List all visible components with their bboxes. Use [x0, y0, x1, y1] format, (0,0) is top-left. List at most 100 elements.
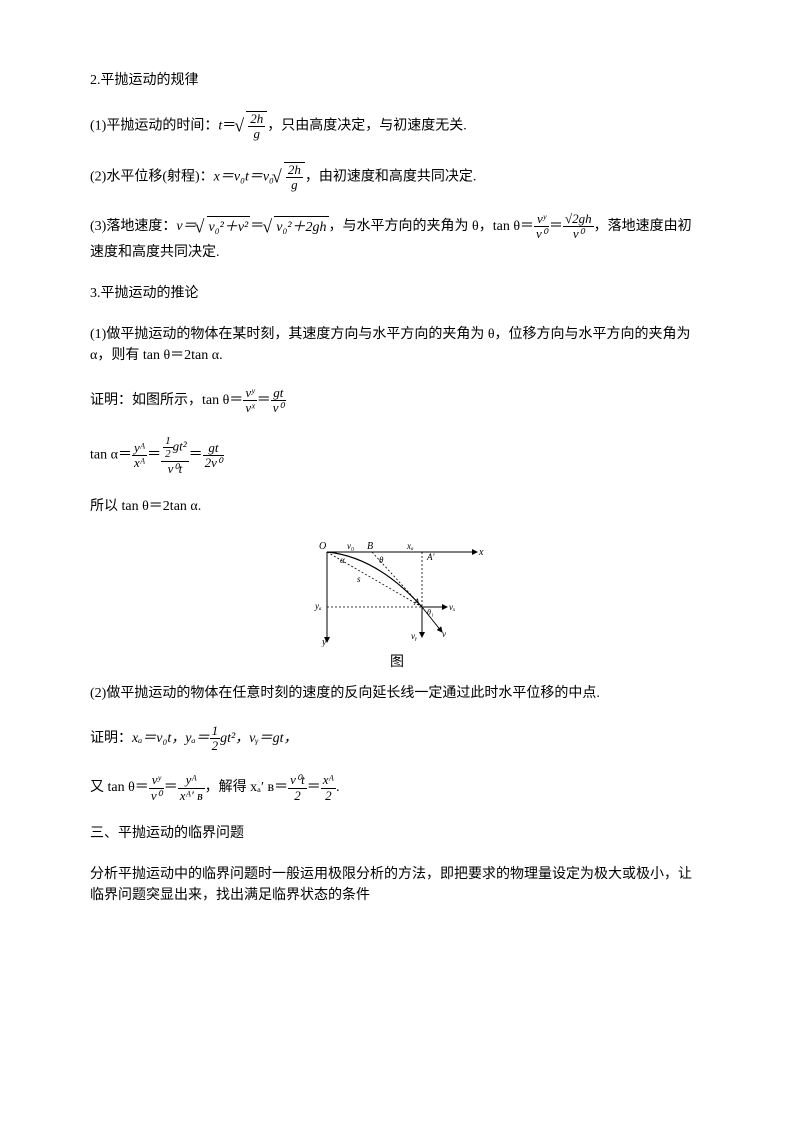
text: ，只由高度决定，与初速度无关. — [267, 119, 467, 134]
svg-text:y: y — [321, 637, 327, 647]
eq: ＝ — [549, 219, 563, 234]
figure: O v₀ B xₐ x A′ α θ s yₐ A θ₁ vₓ vᵧ v y 图 — [90, 537, 704, 673]
proof-2: tan α＝yᴬxᴬ＝12gt²v⁰t＝gt2v⁰ — [90, 435, 704, 475]
n: 1 — [163, 435, 173, 448]
rest: gt² — [173, 439, 187, 454]
item-3-1: (1)做平抛运动的物体在某时刻，其速度方向与水平方向的夹角为 θ，位移方向与水平… — [90, 324, 704, 366]
proof-3: 所以 tan θ＝2tan α. — [90, 496, 704, 517]
frac1: vʸv⁰ — [534, 212, 549, 242]
text: 又 tan θ＝ — [90, 780, 149, 795]
text: (1)平抛运动的时间： — [90, 119, 218, 134]
eq: x＝v₀t＝v₀ — [214, 169, 274, 184]
svg-text:yₐ: yₐ — [314, 601, 322, 611]
text: . — [336, 780, 340, 795]
text: ，与水平方向的夹角为 θ，tan θ＝ — [329, 219, 535, 234]
svg-text:θ₁: θ₁ — [427, 608, 434, 617]
svg-text:α: α — [340, 555, 345, 565]
sqrt: 2hg — [236, 111, 267, 142]
frac2: 12gt² v⁰t — [161, 435, 189, 475]
svg-text:O: O — [319, 541, 326, 552]
num: gt — [271, 386, 286, 401]
frac3: v⁰t2 — [288, 773, 307, 803]
num: v⁰t — [288, 773, 307, 788]
den: 2 — [321, 789, 336, 803]
svg-text:s: s — [357, 574, 361, 584]
figure-label: 图 — [390, 655, 404, 670]
item-2-1: (1)平抛运动的时间：t＝2hg，只由高度决定，与初速度无关. — [90, 111, 704, 142]
den: xᴬ′ ʙ — [178, 789, 205, 803]
svg-text:A: A — [413, 597, 420, 607]
sqrt2: v₀²＋2gh — [264, 216, 328, 238]
text: 证明： — [90, 731, 132, 746]
text: (2)水平位移(射程)： — [90, 169, 214, 184]
rad: v₀²＋2gh — [274, 216, 328, 238]
den: xᴬ — [132, 456, 147, 470]
item-3-2: (2)做平抛运动的物体在任意时刻的速度的反向延长线一定通过此时水平位移的中点. — [90, 683, 704, 704]
den: 2 — [288, 789, 307, 803]
text: 证明：如图所示，tan θ＝ — [90, 393, 243, 408]
num: vʸ — [534, 212, 549, 227]
svg-text:vₓ: vₓ — [449, 602, 456, 612]
den: v⁰t — [161, 462, 189, 476]
d: 2 — [163, 448, 173, 460]
frac: 12 — [210, 724, 221, 754]
section-4-body: 分析平抛运动中的临界问题时一般运用极限分析的方法，即把要求的物理量设定为极大或极… — [90, 864, 704, 906]
frac1: vʸvˣ — [243, 386, 256, 416]
svg-text:x: x — [478, 547, 484, 558]
eq: gt²，vᵧ＝gt， — [220, 731, 297, 746]
den: v⁰ — [271, 401, 286, 415]
proof-1: 证明：如图所示，tan θ＝vʸvˣ＝gtv⁰ — [90, 386, 704, 416]
svg-text:v: v — [442, 629, 446, 639]
num: yᴬ — [178, 773, 205, 788]
eq: xₐ＝v₀t，yₐ＝ — [132, 731, 210, 746]
frac2: yᴬxᴬ′ ʙ — [178, 773, 205, 803]
num: √2gh — [563, 212, 594, 227]
eq: ＝ — [147, 448, 161, 463]
item-2-2: (2)水平位移(射程)：x＝v₀t＝v₀2hg，由初速度和高度共同决定. — [90, 162, 704, 193]
trajectory-diagram: O v₀ B xₐ x A′ α θ s yₐ A θ₁ vₓ vᵧ v y — [307, 537, 487, 647]
svg-text:A′: A′ — [426, 552, 435, 562]
den: v⁰ — [149, 789, 164, 803]
num: gt — [203, 441, 224, 456]
num: vʸ — [243, 386, 256, 401]
num: 2h — [248, 112, 265, 127]
frac1: vʸv⁰ — [149, 773, 164, 803]
eq: ＝ — [257, 393, 271, 408]
num: yᴬ — [132, 441, 147, 456]
rad: v₀²＋v² — [207, 216, 251, 238]
num: 1 — [210, 724, 221, 739]
frac4: xᴬ2 — [321, 773, 336, 803]
text: tan α＝ — [90, 448, 132, 463]
den: 2 — [210, 739, 221, 753]
den: v⁰ — [534, 227, 549, 241]
den: g — [248, 127, 265, 141]
proof-4: 证明：xₐ＝v₀t，yₐ＝12gt²，vᵧ＝gt， — [90, 724, 704, 754]
eq: ＝ — [189, 448, 203, 463]
svg-text:v₀: v₀ — [347, 541, 354, 551]
item-2-3: (3)落地速度：v＝ v₀²＋v² ＝ v₀²＋2gh，与水平方向的夹角为 θ，tan… — [90, 212, 704, 263]
den: v⁰ — [563, 227, 594, 241]
den: 2v⁰ — [203, 456, 224, 470]
section-2-title: 2.平抛运动的规律 — [90, 70, 704, 91]
num: 2h — [286, 163, 303, 178]
num: xᴬ — [321, 773, 336, 788]
text: ，由初速度和高度共同决定. — [305, 169, 477, 184]
num: vʸ — [149, 773, 164, 788]
svg-text:B: B — [367, 541, 373, 552]
frac2: gtv⁰ — [271, 386, 286, 416]
text: ，解得 xₐ′ ʙ＝ — [205, 780, 289, 795]
den: vˣ — [243, 401, 256, 415]
text: (3)落地速度： — [90, 219, 176, 234]
sqrt: 2hg — [274, 162, 305, 193]
frac2: √2ghv⁰ — [563, 212, 594, 242]
frac1: yᴬxᴬ — [132, 441, 147, 471]
svg-text:vᵧ: vᵧ — [411, 631, 417, 641]
frac3: gt2v⁰ — [203, 441, 224, 471]
eq: ＝ — [307, 780, 321, 795]
eq: v＝ — [176, 219, 196, 234]
den: g — [286, 178, 303, 192]
section-3-title: 3.平抛运动的推论 — [90, 283, 704, 304]
proof-5: 又 tan θ＝vʸv⁰＝yᴬxᴬ′ ʙ，解得 xₐ′ ʙ＝v⁰t2＝xᴬ2. — [90, 773, 704, 803]
section-4-title: 三、平抛运动的临界问题 — [90, 823, 704, 844]
eq: ＝ — [164, 780, 178, 795]
